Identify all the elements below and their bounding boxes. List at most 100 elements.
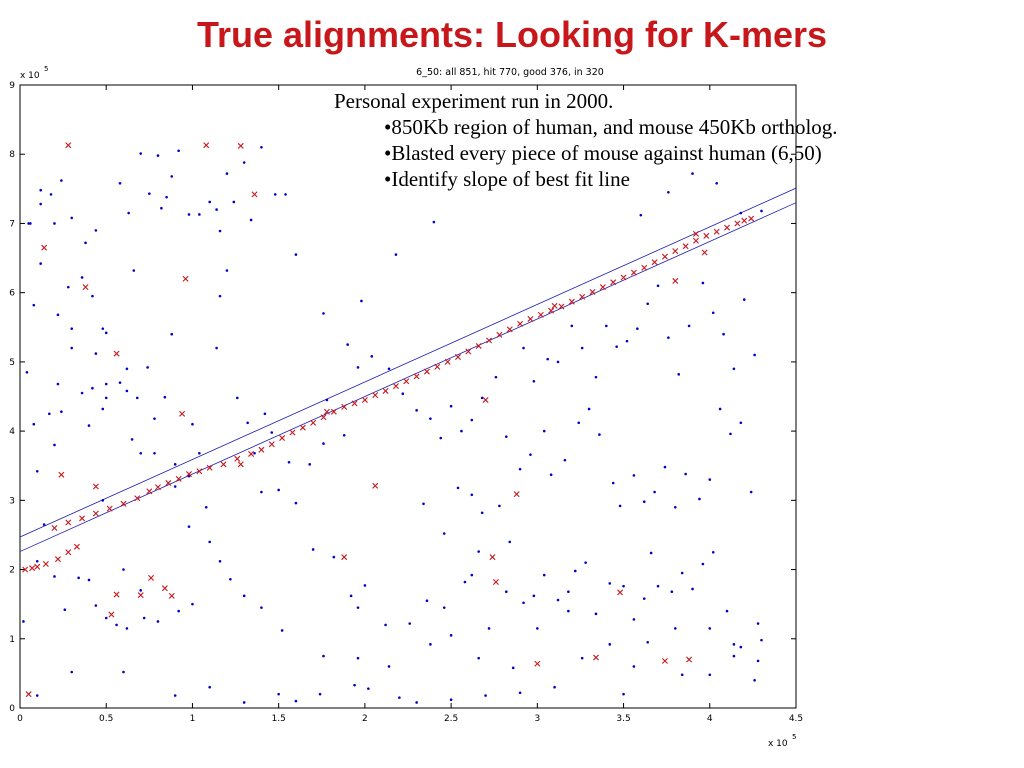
hit-x-marker [92,510,99,517]
data-point-dot [387,665,391,668]
data-point-hit [299,424,306,431]
data-point-dot [263,412,267,416]
data-point-dot [260,146,263,149]
data-point-hit [692,237,699,244]
data-point-hit [65,142,72,149]
data-point-dot [732,643,736,646]
data-point-dot [177,609,180,613]
hit-x-marker [279,435,286,442]
hit-x-marker [492,579,499,586]
data-point-dot [756,659,760,663]
hit-x-marker [258,446,265,453]
data-point-dot [739,421,743,425]
y-tick-label: 4 [9,427,15,437]
data-point-hit [592,654,599,661]
hit-x-marker [25,691,32,698]
hit-x-marker [692,237,699,244]
data-point-dot [449,404,453,408]
data-point-dot [463,580,467,584]
data-point-dot [546,357,549,361]
data-point-dot [80,276,84,279]
data-point-dot [470,418,474,422]
hit-x-marker [506,326,513,333]
data-point-dot [442,606,446,609]
data-point-dot [518,691,522,695]
data-point-hit [330,408,337,415]
data-point-dot [48,412,51,416]
data-point-dot [522,601,525,605]
data-point-dot [127,211,130,215]
data-point-dot [132,269,136,272]
data-point-dot [104,331,108,335]
data-point-dot [673,627,677,630]
hit-x-marker [65,519,72,526]
data-point-dot [605,324,608,328]
data-point-dot [529,453,532,456]
data-point-dot [522,346,525,350]
data-point-hit [551,302,558,309]
data-point-dot [553,685,556,689]
data-point-dot [66,285,70,289]
data-point-dot [125,389,129,393]
hit-x-marker [537,311,544,318]
hit-x-marker [92,483,99,490]
data-point-dot [70,670,74,674]
data-point-dot [556,598,560,602]
hit-x-marker [382,387,389,394]
x-tick-label: 1 [190,714,196,724]
data-point-hit [579,293,586,300]
x-tick-label: 2.5 [444,714,458,724]
data-point-dot [60,410,63,414]
data-point-dot [32,303,36,307]
data-point-hit [289,429,296,436]
data-point-dot [477,550,481,553]
data-point-dot [470,573,474,577]
hit-x-marker [465,348,472,355]
data-point-hit [413,373,420,380]
hit-x-marker [137,592,144,599]
data-point-dot [308,463,312,466]
data-point-dot [753,353,756,357]
data-point-dot [170,332,174,336]
data-point-hit [548,307,555,314]
data-point-dot [711,550,715,554]
data-point-hit [165,480,172,487]
data-point-dot [87,424,91,427]
fit-band-lines [19,187,797,552]
hit-x-marker [486,337,493,344]
hit-x-marker [610,279,617,286]
y-tick-label: 7 [9,219,15,229]
data-point-dot [153,451,156,455]
data-point-hit [120,500,127,507]
x-tick-label: 2 [362,714,368,724]
data-point-hit [672,277,679,284]
data-point-dot [456,486,460,490]
hit-x-marker [41,244,48,251]
data-point-dot [680,673,684,677]
data-point-hit [51,525,58,532]
data-point-dot [322,312,325,315]
data-point-dot [587,407,591,411]
hit-x-marker [351,400,358,407]
data-point-dot [139,152,143,155]
data-point-dot [429,417,432,420]
data-point-dot [367,687,370,690]
data-point-dot [70,327,74,330]
data-point-dot [708,673,712,677]
data-point-hit [486,337,493,344]
data-point-dot [70,346,74,350]
data-point-dot [422,502,425,506]
data-point-dot [573,569,577,573]
data-point-dot [35,469,39,473]
data-point-dot [232,200,236,204]
data-point-dot [439,436,443,440]
data-point-dot [125,627,129,630]
data-point-dot [701,562,705,566]
data-point-dot [173,694,177,697]
data-point-dot [142,616,146,620]
data-point-dot [294,699,298,703]
hit-x-marker [551,302,558,309]
data-point-dot [708,627,712,630]
data-point-dot [101,499,105,502]
